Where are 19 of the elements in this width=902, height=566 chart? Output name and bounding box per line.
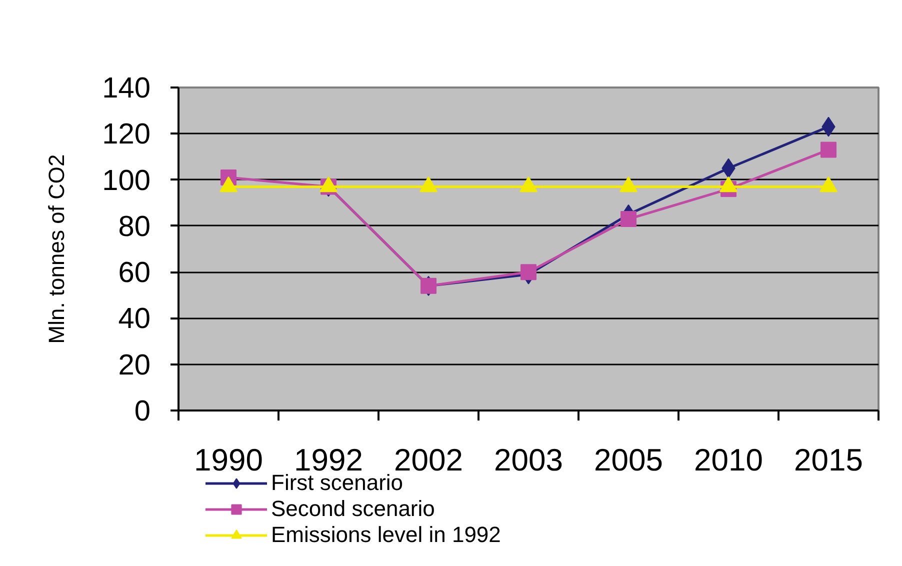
y-tick-label: 20	[118, 349, 151, 382]
legend-label: Emissions level in 1992	[271, 522, 501, 548]
x-tick-label: 2010	[694, 442, 763, 478]
point	[820, 142, 836, 158]
x-tick-label: 2003	[494, 442, 563, 478]
y-axis-title: Mln. tonnes of CO2	[44, 154, 70, 344]
y-tick-label: 120	[102, 118, 151, 151]
y-tick-label: 40	[118, 303, 151, 336]
legend-label: Second scenario	[271, 496, 435, 522]
x-tick-label: 1990	[194, 442, 263, 478]
point	[520, 264, 536, 280]
x-tick-label: 2005	[594, 442, 663, 478]
y-tick-label: 100	[102, 164, 151, 197]
y-tick-label: 80	[118, 210, 151, 243]
x-tick-label: 2015	[794, 442, 863, 478]
y-tick-label: 60	[118, 257, 151, 290]
y-tick-label: 140	[102, 72, 151, 104]
point	[620, 211, 636, 228]
y-tick-label: 0	[134, 396, 151, 428]
